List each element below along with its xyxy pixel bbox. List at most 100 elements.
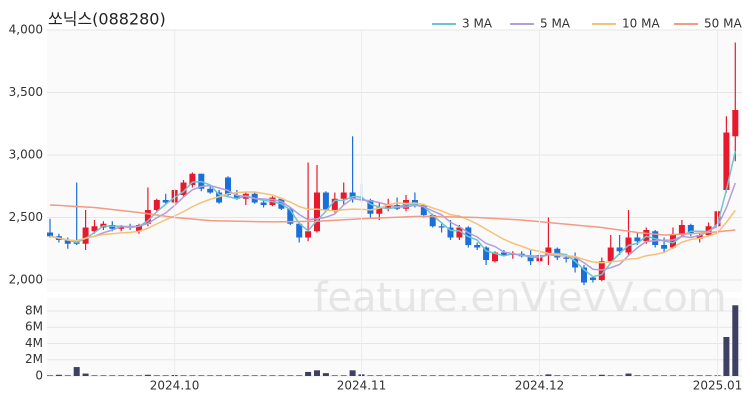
volume-bar (144, 374, 151, 376)
volume-bar (242, 375, 249, 376)
volume-bar (465, 375, 472, 376)
candle-body (687, 225, 694, 234)
y-tick-label: 4M (25, 336, 43, 350)
volume-bar (732, 305, 739, 376)
y-tick-label: 8M (25, 303, 43, 317)
volume-bar (233, 375, 240, 376)
candle-body (732, 110, 739, 137)
y-tick-label: 4,000 (9, 23, 43, 37)
volume-bar (216, 375, 223, 376)
volume-bar (678, 375, 685, 376)
candle-body (91, 226, 98, 232)
volume-bar (696, 375, 703, 376)
candle-body (670, 235, 676, 248)
candle-body (136, 225, 142, 232)
ma-line (49, 182, 737, 271)
candle-body (723, 132, 730, 190)
volume-bar (474, 375, 481, 376)
candle-body (162, 200, 169, 203)
volume-bar (225, 375, 231, 376)
legend-label: 5 MA (540, 17, 571, 31)
candle-body (233, 195, 240, 199)
volume-bar (109, 375, 116, 376)
candle-body (572, 258, 579, 268)
volume-bar (189, 375, 196, 376)
volume-bar (100, 375, 107, 376)
candle-body (527, 256, 534, 262)
volume-bar (82, 373, 89, 376)
candle-body (447, 227, 454, 238)
volume-bar (118, 375, 125, 376)
volume-bar (55, 374, 62, 376)
volume-bar (456, 375, 463, 376)
candle-body (47, 232, 53, 237)
volume-bar (438, 375, 445, 376)
ma-line (49, 204, 736, 236)
candle-body (616, 247, 623, 252)
candle-body (429, 215, 436, 227)
x-tick-label: 2024.10 (150, 379, 200, 393)
volume-bar (91, 375, 98, 376)
volume-bar (545, 374, 552, 376)
volume-bar (296, 375, 303, 376)
candle-body (607, 247, 614, 262)
candle-body (385, 205, 392, 208)
candle-body (180, 182, 187, 195)
candle-body (260, 202, 267, 205)
candle-body (225, 177, 231, 195)
volume-bar (314, 370, 320, 376)
volume-bar (136, 375, 142, 376)
candle-body (456, 227, 463, 238)
volume-bar (47, 375, 53, 376)
volume-bar (287, 375, 294, 376)
candle-body (376, 207, 383, 214)
legend-label: 50 MA (704, 17, 742, 31)
candle-body (314, 192, 320, 232)
candle-body (661, 245, 668, 249)
volume-bar (420, 375, 427, 376)
volume-bar (207, 375, 214, 376)
volume-bar (127, 375, 134, 376)
volume-bar (403, 375, 409, 376)
candle-body (438, 226, 445, 228)
volume-bar (429, 375, 436, 376)
volume-bar (643, 375, 650, 376)
volume-bar (64, 375, 71, 376)
candle-body (153, 200, 160, 210)
chart-title: 쏘닉스(088280) (48, 10, 166, 29)
candle-body (331, 198, 338, 210)
legend-label: 10 MA (622, 17, 660, 31)
volume-bar (581, 375, 587, 376)
candle-body (492, 252, 498, 262)
volume-bar (723, 336, 730, 376)
volume-bar (509, 375, 516, 376)
candle-body (678, 225, 685, 235)
volume-bar (367, 375, 374, 376)
y-tick-label: 2,500 (9, 210, 43, 224)
volume-bar (269, 375, 276, 376)
volume-bar (572, 375, 579, 376)
legend-label: 3 MA (462, 17, 493, 31)
volume-bar (162, 375, 169, 376)
candle-body (474, 245, 481, 248)
volume-bar (598, 374, 605, 376)
y-tick-label: 0 (35, 369, 43, 383)
candle-body (420, 205, 427, 215)
volume-bar (500, 375, 507, 376)
volume-bar (251, 375, 258, 376)
price-panel (47, 30, 742, 292)
volume-bar (447, 375, 454, 376)
volume-bar (483, 375, 490, 376)
volume-bar (518, 375, 525, 376)
volume-bar (554, 375, 561, 376)
volume-bar (705, 375, 712, 376)
candle-body (296, 223, 303, 238)
candle-body (305, 231, 312, 238)
candle-body (118, 226, 125, 229)
volume-bar (492, 375, 498, 376)
candle-body (340, 192, 347, 199)
volume-bar (563, 375, 570, 376)
y-tick-label: 3,500 (9, 85, 43, 99)
candle-body (349, 192, 356, 199)
